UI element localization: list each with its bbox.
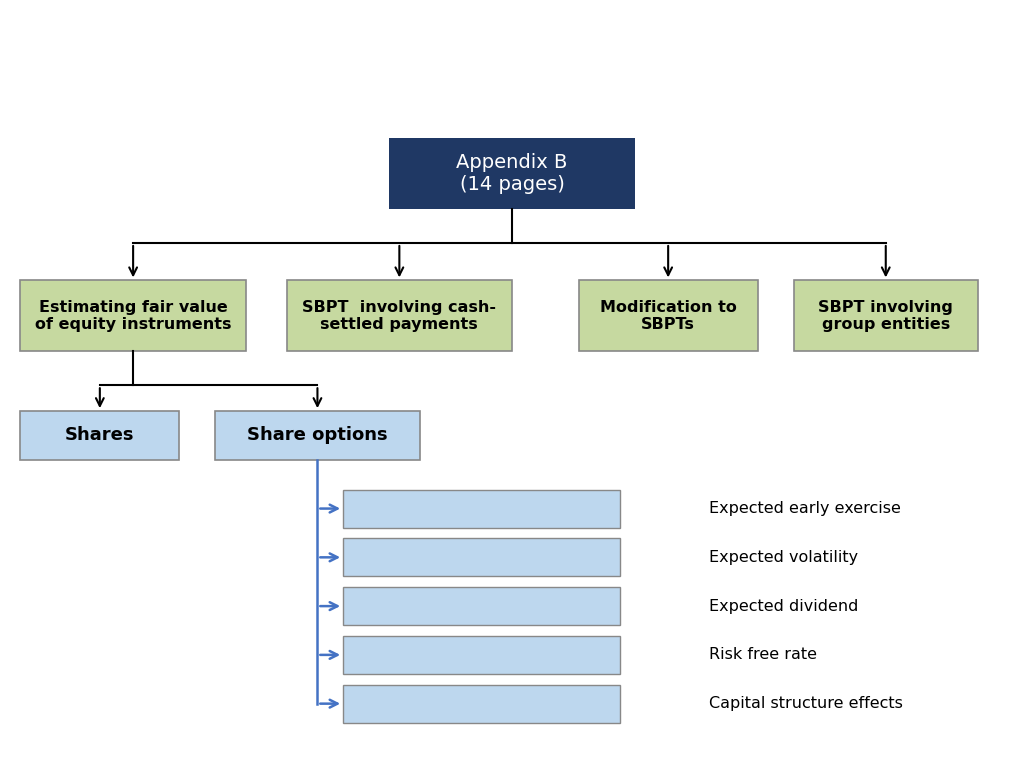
Text: Modification to
SBPTs: Modification to SBPTs bbox=[600, 300, 736, 332]
Text: Share options: Share options bbox=[247, 426, 388, 445]
Text: SBPT  involving cash-
settled payments: SBPT involving cash- settled payments bbox=[302, 300, 497, 332]
FancyBboxPatch shape bbox=[343, 685, 620, 723]
Text: SBPT involving
group entities: SBPT involving group entities bbox=[818, 300, 953, 332]
Text: Capital structure effects: Capital structure effects bbox=[709, 696, 902, 711]
FancyBboxPatch shape bbox=[287, 280, 512, 352]
FancyBboxPatch shape bbox=[343, 538, 620, 576]
FancyBboxPatch shape bbox=[215, 411, 420, 460]
Text: Shares: Shares bbox=[66, 426, 134, 445]
Text: Risk free rate: Risk free rate bbox=[709, 647, 816, 662]
Text: Appendix B
(14 pages): Appendix B (14 pages) bbox=[457, 153, 567, 194]
FancyBboxPatch shape bbox=[794, 280, 978, 352]
Text: (4/4): (4/4) bbox=[895, 25, 1006, 66]
Text: Ind AS 102: Share Based Payments: Ind AS 102: Share Based Payments bbox=[18, 25, 840, 66]
FancyBboxPatch shape bbox=[343, 636, 620, 674]
Text: Expected dividend: Expected dividend bbox=[709, 598, 858, 614]
FancyBboxPatch shape bbox=[20, 411, 179, 460]
FancyBboxPatch shape bbox=[20, 280, 246, 352]
FancyBboxPatch shape bbox=[389, 138, 635, 209]
FancyBboxPatch shape bbox=[579, 280, 758, 352]
FancyBboxPatch shape bbox=[343, 588, 620, 625]
Text: Estimating fair value
of equity instruments: Estimating fair value of equity instrume… bbox=[35, 300, 231, 332]
Text: Expected volatility: Expected volatility bbox=[709, 550, 858, 564]
FancyBboxPatch shape bbox=[343, 489, 620, 528]
Text: Expected early exercise: Expected early exercise bbox=[709, 501, 900, 516]
